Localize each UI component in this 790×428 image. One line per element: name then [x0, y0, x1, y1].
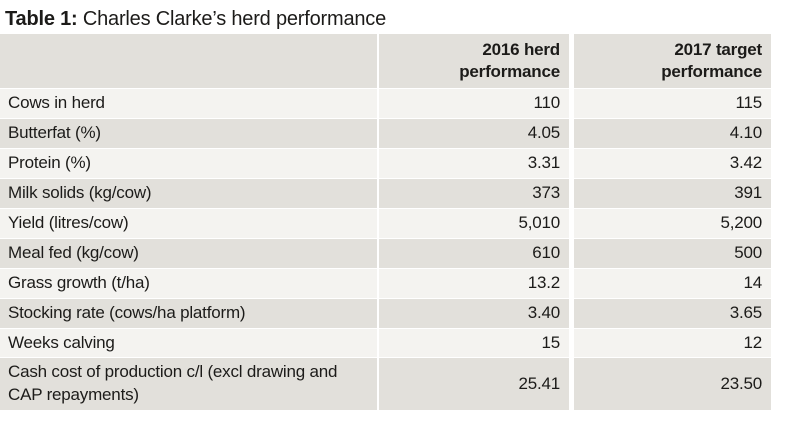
table-caption-title: Charles Clarke’s herd performance [82, 8, 387, 30]
row-label: Protein (%) [0, 148, 379, 178]
table-row: Protein (%) 3.31 3.42 [0, 148, 778, 178]
row-label: Yield (litres/cow) [0, 208, 379, 238]
table-body: Cows in herd 110 115 Butterfat (%) 4.05 4.10 P… [0, 89, 778, 411]
value-2016: 13.2 [379, 268, 574, 298]
header-2017-target: 2017 target performance [574, 34, 771, 88]
table-header-row: 2016 herd performance 2017 target perfor… [0, 34, 778, 88]
value-2016: 110 [379, 89, 574, 118]
row-label: Grass growth (t/ha) [0, 268, 379, 298]
row-label: Stocking rate (cows/ha platform) [0, 298, 379, 328]
table-row: Grass growth (t/ha) 13.2 14 [0, 268, 778, 298]
value-2016: 3.40 [379, 298, 574, 328]
row-label: Cows in herd [0, 89, 379, 118]
value-2016: 373 [379, 178, 574, 208]
table-row: Cash cost of production c/l (excl drawin… [0, 358, 778, 411]
value-2017: 23.50 [574, 358, 771, 411]
row-label: Cash cost of production c/l (excl drawin… [0, 358, 379, 411]
value-2017: 12 [574, 328, 771, 358]
table-row: Butterfat (%) 4.05 4.10 [0, 118, 778, 148]
value-2017: 391 [574, 178, 771, 208]
table-caption: Table 1: Charles Clarke’s herd performan… [0, 0, 790, 34]
value-2017: 500 [574, 238, 771, 268]
value-2017: 4.10 [574, 118, 771, 148]
table-row: Stocking rate (cows/ha platform) 3.40 3.65 [0, 298, 778, 328]
value-2016: 5,010 [379, 208, 574, 238]
row-label: Weeks calving [0, 328, 379, 358]
value-2017: 5,200 [574, 208, 771, 238]
row-label: Butterfat (%) [0, 118, 379, 148]
table-row: Yield (litres/cow) 5,010 5,200 [0, 208, 778, 238]
table-row: Milk solids (kg/cow) 373 391 [0, 178, 778, 208]
header-metric-column [0, 34, 379, 88]
table-row: Cows in herd 110 115 [0, 89, 778, 118]
value-2016: 25.41 [379, 358, 574, 411]
value-2016: 3.31 [379, 148, 574, 178]
row-label: Meal fed (kg/cow) [0, 238, 379, 268]
value-2016: 15 [379, 328, 574, 358]
table-row: Meal fed (kg/cow) 610 500 [0, 238, 778, 268]
value-2017: 3.65 [574, 298, 771, 328]
table-caption-prefix: Table 1: [5, 8, 78, 30]
header-2016-performance: 2016 herd performance [379, 34, 574, 88]
value-2016: 610 [379, 238, 574, 268]
row-label: Milk solids (kg/cow) [0, 178, 379, 208]
value-2017: 14 [574, 268, 771, 298]
table-row: Weeks calving 15 12 [0, 328, 778, 358]
herd-performance-table: 2016 herd performance 2017 target perfor… [0, 34, 778, 411]
value-2017: 3.42 [574, 148, 771, 178]
value-2017: 115 [574, 89, 771, 118]
value-2016: 4.05 [379, 118, 574, 148]
